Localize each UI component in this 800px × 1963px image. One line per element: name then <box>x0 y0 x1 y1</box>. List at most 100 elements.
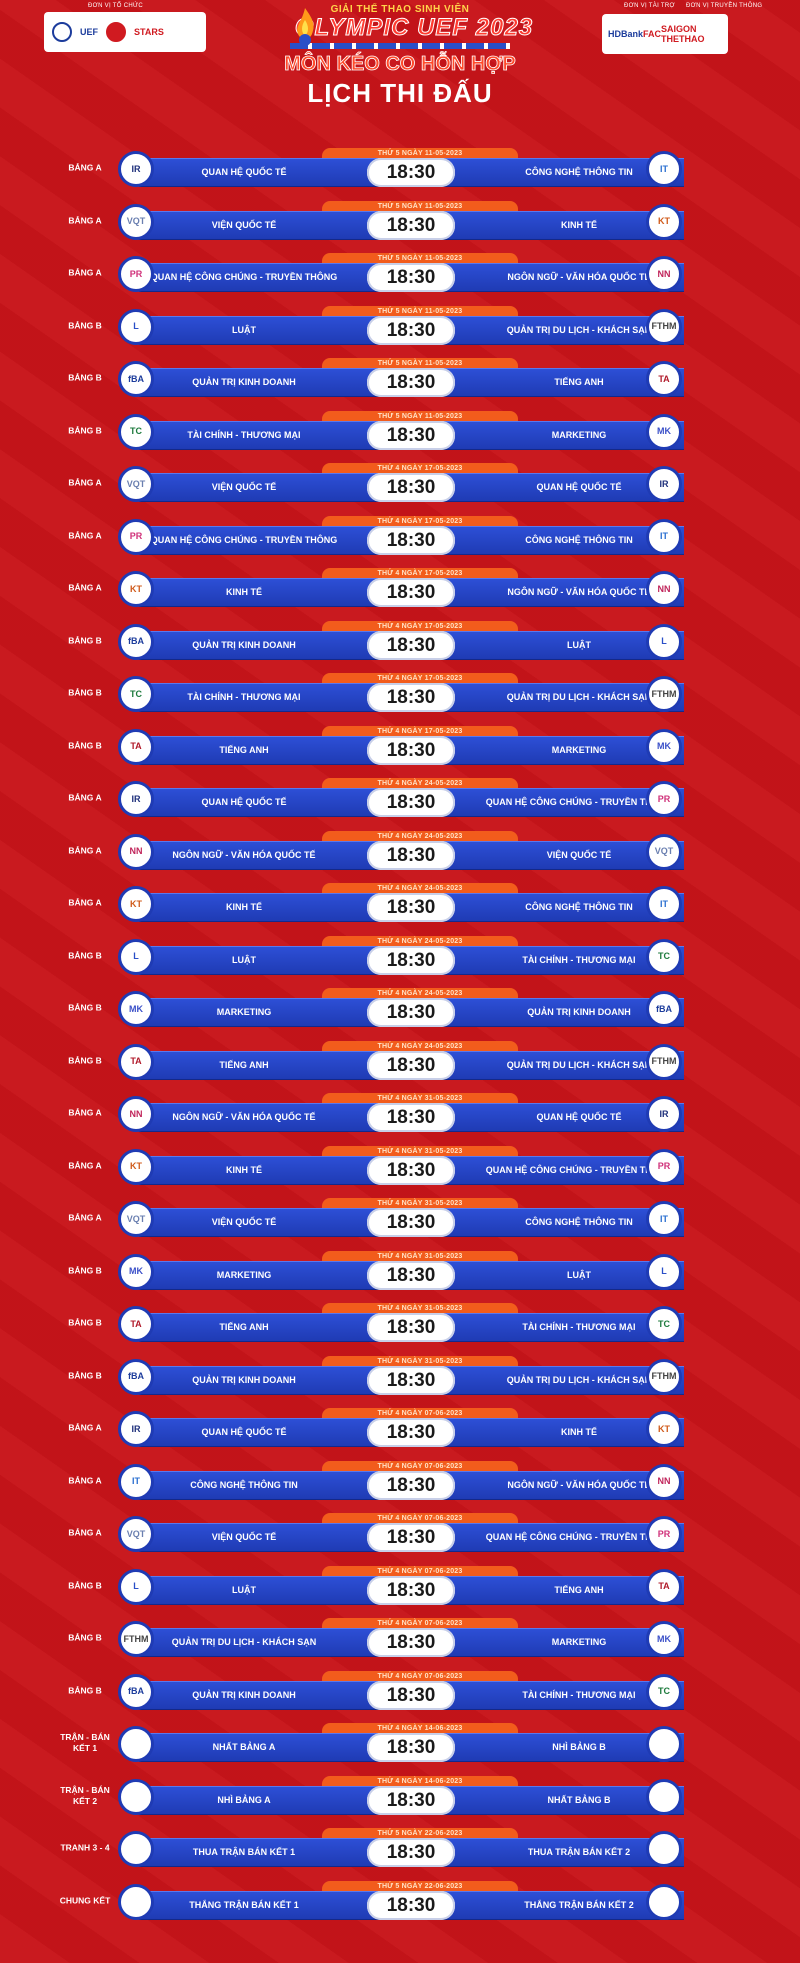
match-date: THỨ 4 NGÀY 14-06-2023 <box>322 1775 518 1787</box>
home-team-logo-icon: KT <box>118 886 154 922</box>
home-team: TÀI CHÍNH - THƯƠNG MẠI <box>187 429 301 440</box>
match-bar: VIỆN QUỐC TẾ 18:30 QUAN HỆ CÔNG CHÚNG - TR… <box>139 1523 684 1552</box>
away-logo-mark: TC <box>658 1686 670 1696</box>
home-team-logo-icon: TC <box>118 676 154 712</box>
match-date: THỨ 4 NGÀY 24-05-2023 <box>322 883 518 894</box>
group-label: BẢNG B <box>68 320 102 330</box>
match-row: BẢNG B THỨ 4 NGÀY 17-05-2023 QUẢN TRỊ KINH… <box>0 620 800 674</box>
hdbank-logo-text: HDBank <box>608 29 644 39</box>
group-label: BẢNG B <box>68 1370 102 1380</box>
away-team: NHẤT BẢNG B <box>547 1794 611 1805</box>
match-bar: TIẾNG ANH 18:30 MARKETING <box>139 735 684 765</box>
match-bar: QUẢN TRỊ KINH DOANH 18:30 LUẬT <box>139 630 684 660</box>
group-label: BẢNG B <box>68 1265 102 1275</box>
uef-logo-text: UEF <box>80 27 98 37</box>
home-team: QUẢN TRỊ KINH DOANH <box>192 639 296 650</box>
home-team-logo-icon: TA <box>118 1306 154 1342</box>
home-team-logo-icon: MK <box>118 1253 154 1290</box>
group-label: BẢNG B <box>68 425 102 435</box>
away-team-logo-icon: IT <box>646 518 682 555</box>
match-bar: TIẾNG ANH 18:30 QUẢN TRỊ DU LỊCH - KHÁCH S… <box>139 1050 684 1080</box>
home-logo-mark: VQT <box>126 1528 146 1539</box>
away-logo-mark: IT <box>660 898 668 909</box>
home-logo-mark: TC <box>130 688 142 699</box>
match-date: THỨ 4 NGÀY 07-06-2023 <box>322 1618 518 1629</box>
away-team-logo-icon: TA <box>646 361 682 397</box>
match-bar: QUAN HỆ QUỐC TẾ 18:30 QUAN HỆ CÔNG CHÚNG -… <box>139 788 684 817</box>
away-logo-mark: IR <box>659 1108 669 1119</box>
group-label: BẢNG A <box>68 1107 102 1118</box>
match-time: 18:30 <box>367 1208 455 1237</box>
match-bar: QUẢN TRỊ KINH DOANH 18:30 QUẢN TRỊ DU LỊCH… <box>139 1365 684 1395</box>
away-team: QUAN HỆ CÔNG CHÚNG - TRUYỀN THÔNG <box>485 1164 673 1175</box>
right-partner-label: ĐƠN VỊ TRUYỀN THÔNG <box>686 3 763 9</box>
match-time: 18:30 <box>367 735 455 765</box>
group-label: BẢNG B <box>68 950 102 960</box>
match-time: 18:30 <box>367 368 455 397</box>
match-time: 18:30 <box>367 1890 455 1920</box>
match-row: BẢNG A THỨ 4 NGÀY 31-05-2023 NGÔN NGỮ - VĂ… <box>0 1093 800 1146</box>
home-logo-mark: TA <box>130 1056 142 1066</box>
match-bar: QUẢN TRỊ KINH DOANH 18:30 TÀI CHÍNH - THƯƠ… <box>139 1680 684 1710</box>
home-team-logo-icon: PR <box>118 256 154 292</box>
match-bar: CÔNG NGHỆ THÔNG TIN 18:30 NGÔN NGỮ - VĂN H… <box>139 1470 684 1500</box>
match-time: 18:30 <box>367 315 455 345</box>
home-team: CÔNG NGHỆ THÔNG TIN <box>190 1479 298 1490</box>
match-time: 18:30 <box>367 998 455 1027</box>
match-bar: QUAN HỆ QUỐC TẾ 18:30 CÔNG NGHỆ THÔNG TIN <box>139 158 684 187</box>
home-logo-mark: fBA <box>128 636 144 646</box>
away-team: QUAN HỆ QUỐC TẾ <box>536 1112 622 1122</box>
away-logo-mark: fBA <box>656 1003 672 1014</box>
home-team-logo-icon: VQT <box>118 1201 154 1237</box>
away-team: CÔNG NGHỆ THÔNG TIN <box>525 534 633 545</box>
match-time: 18:30 <box>367 683 455 712</box>
match-date: THỨ 5 NGÀY 11-05-2023 <box>322 410 518 422</box>
match-date: THỨ 5 NGÀY 22-06-2023 <box>322 1828 518 1839</box>
match-time: 18:30 <box>367 1680 455 1710</box>
away-logo-mark: TC <box>658 951 670 961</box>
group-label: BẢNG B <box>68 1002 102 1013</box>
match-row: BẢNG B THỨ 4 NGÀY 17-05-2023 TIẾNG ANH 18:3… <box>0 725 800 779</box>
away-logo-mark: IT <box>660 1213 668 1224</box>
match-row: BẢNG B THỨ 4 NGÀY 24-05-2023 TIẾNG ANH 18:3… <box>0 1040 800 1094</box>
home-logo-mark: L <box>133 321 139 331</box>
away-team: CÔNG NGHỆ THÔNG TIN <box>525 902 633 912</box>
match-time: 18:30 <box>367 1838 455 1867</box>
away-team-logo-icon <box>646 1883 682 1920</box>
match-date: THỨ 4 NGÀY 24-05-2023 <box>322 1040 518 1052</box>
home-team: THẮNG TRẬN BÁN KẾT 1 <box>189 1899 299 1910</box>
group-label: BẢNG A <box>68 1475 102 1485</box>
away-team-logo-icon: FTHM <box>646 1358 682 1395</box>
match-row: BẢNG A THỨ 4 NGÀY 17-05-2023 KINH TẾ 18:30 N… <box>0 568 800 621</box>
match-time: 18:30 <box>367 1523 455 1552</box>
group-label: BẢNG A <box>68 792 102 803</box>
away-team: NGÔN NGỮ - VĂN HÓA QUỐC TẾ <box>507 272 651 282</box>
right-sponsor-label: ĐƠN VỊ TÀI TRỢ <box>624 3 675 9</box>
away-logo-mark: NN <box>657 268 671 279</box>
page-title: LỊCH THI ĐẤU <box>307 78 493 108</box>
match-row: BẢNG A THỨ 4 NGÀY 07-06-2023 QUAN HỆ QUỐC … <box>0 1408 800 1461</box>
home-team-logo-icon: fBA <box>118 623 154 660</box>
home-team: QUAN HỆ QUỐC TẾ <box>201 797 287 807</box>
away-team-logo-icon: IT <box>646 151 682 187</box>
match-date: THỨ 5 NGÀY 11-05-2023 <box>322 148 518 159</box>
match-date: THỨ 4 NGÀY 31-05-2023 <box>322 1355 518 1367</box>
match-row: BẢNG B THỨ 4 NGÀY 24-05-2023 LUẬT 18:30 TÀI … <box>0 935 800 989</box>
match-time: 18:30 <box>367 1103 455 1132</box>
match-row: BẢNG A THỨ 4 NGÀY 24-05-2023 KINH TẾ 18:30 C… <box>0 883 800 936</box>
match-bar: VIỆN QUỐC TẾ 18:30 KINH TẾ <box>139 210 684 240</box>
match-row: TRẬN - BÁN KẾT 2 THỨ 4 NGÀY 14-06-2023 NHÌ… <box>0 1775 800 1829</box>
away-logo-mark: FTHM <box>651 1371 677 1381</box>
match-date: THỨ 4 NGÀY 17-05-2023 <box>322 620 518 632</box>
away-team-logo-icon: FTHM <box>646 676 682 712</box>
home-logo-mark: fBA <box>128 1686 144 1696</box>
away-logo-mark: TA <box>658 1581 670 1591</box>
match-date: THỨ 4 NGÀY 17-05-2023 <box>322 725 518 737</box>
match-date: THỨ 4 NGÀY 07-06-2023 <box>322 1565 518 1577</box>
away-logo-mark: PR <box>657 1161 671 1171</box>
match-bar: LUẬT 18:30 QUẢN TRỊ DU LỊCH - KHÁCH SẠN <box>139 315 684 345</box>
home-team: LUẬT <box>232 324 256 335</box>
home-team-logo-icon: L <box>118 308 154 345</box>
home-team-logo-icon: VQT <box>118 1516 154 1552</box>
home-team-logo-icon: L <box>118 1568 154 1605</box>
